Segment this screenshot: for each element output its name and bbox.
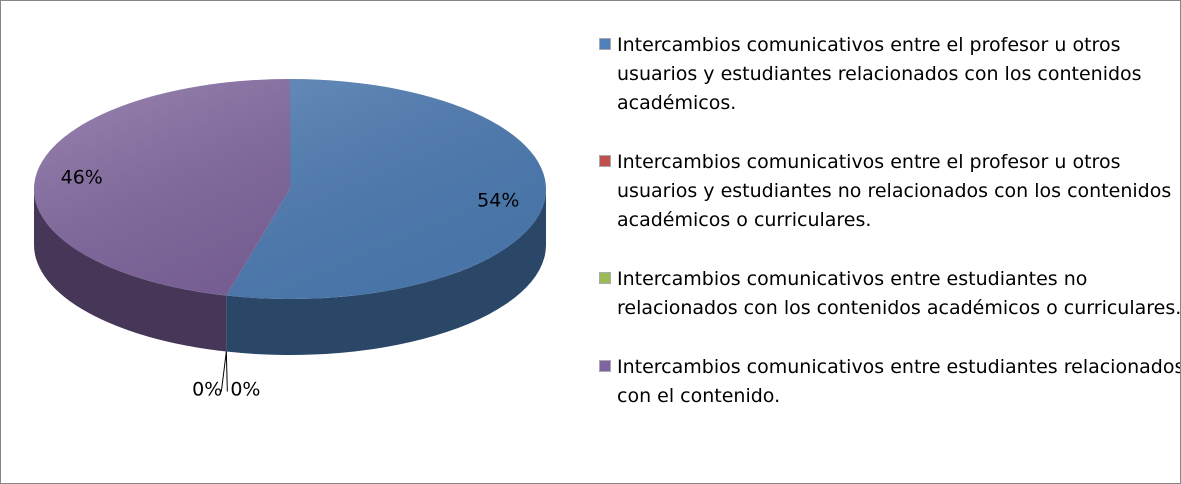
pie-highlight (34, 79, 546, 299)
data-label: 0% (230, 379, 260, 401)
legend-label: Intercambios comunicativos entre el prof… (617, 34, 1142, 114)
legend-swatch (598, 359, 612, 373)
slice-side (34, 189, 227, 352)
legend-label: Intercambios comunicativos entre el prof… (617, 151, 1172, 231)
legend-swatch (598, 271, 612, 285)
legend-swatch (598, 37, 612, 51)
data-label: 54% (477, 189, 519, 211)
data-label: 0% (192, 379, 222, 401)
legend-item: Intercambios comunicativos entre el prof… (598, 31, 1180, 118)
slice-side (226, 189, 546, 356)
legend-swatch (598, 154, 612, 168)
legend-item: Intercambios comunicativos entre el prof… (598, 148, 1180, 235)
leader-line (220, 351, 227, 392)
legend-label: Intercambios comunicativos entre estudia… (617, 268, 1181, 319)
legend-label: Intercambios comunicativos entre estudia… (617, 356, 1181, 407)
legend-item: Intercambios comunicativos entre estudia… (598, 265, 1181, 323)
legend-item: Intercambios comunicativos entre estudia… (598, 353, 1181, 411)
legend: Intercambios comunicativos entre el prof… (598, 31, 1181, 441)
data-label: 46% (61, 167, 103, 189)
leader-line (225, 351, 228, 392)
